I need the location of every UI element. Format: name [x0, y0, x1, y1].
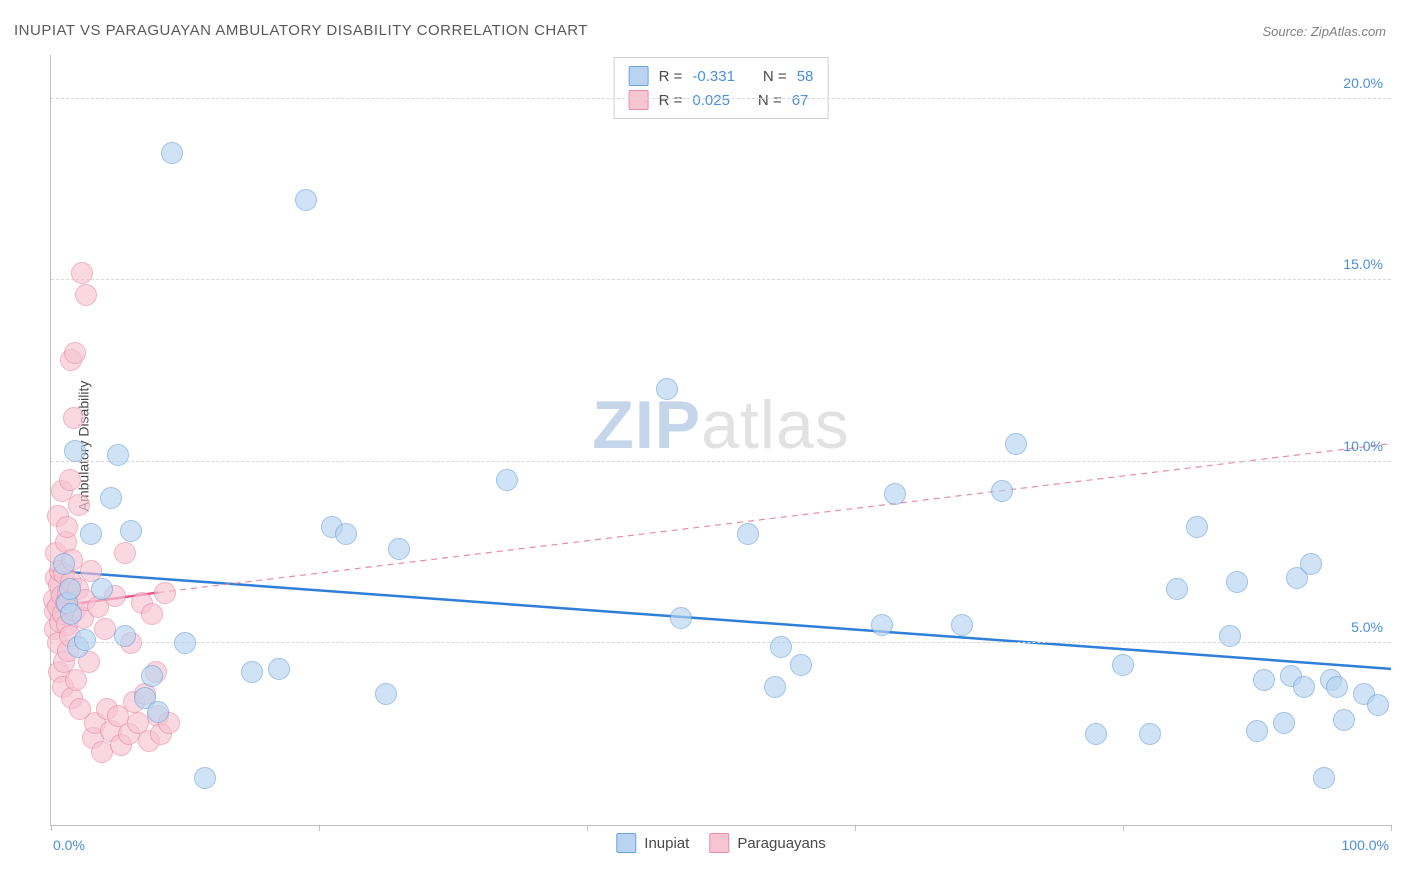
- scatter-point: [154, 582, 176, 604]
- scatter-point: [53, 553, 75, 575]
- scatter-point: [241, 661, 263, 683]
- x-tick: [1391, 825, 1392, 831]
- x-tick: [855, 825, 856, 831]
- scatter-point: [56, 516, 78, 538]
- legend-row-paraguayans: R = 0.025 N = 67: [629, 88, 814, 112]
- swatch-paraguayans: [629, 90, 649, 110]
- scatter-point: [147, 701, 169, 723]
- swatch-inupiat: [629, 66, 649, 86]
- scatter-point: [80, 523, 102, 545]
- scatter-point: [1186, 516, 1208, 538]
- legend-item-inupiat: Inupiat: [616, 833, 689, 853]
- scatter-point: [60, 603, 82, 625]
- scatter-point: [114, 625, 136, 647]
- plot-area: ZIPatlas R = -0.331 N = 58 R = 0.025 N =…: [50, 55, 1391, 826]
- scatter-point: [64, 440, 86, 462]
- scatter-point: [194, 767, 216, 789]
- scatter-point: [1166, 578, 1188, 600]
- scatter-point: [1112, 654, 1134, 676]
- scatter-point: [1326, 676, 1348, 698]
- scatter-point: [74, 629, 96, 651]
- scatter-point: [64, 342, 86, 364]
- chart-container: INUPIAT VS PARAGUAYAN AMBULATORY DISABIL…: [0, 0, 1406, 892]
- scatter-point: [1333, 709, 1355, 731]
- scatter-point: [71, 262, 93, 284]
- scatter-point: [161, 142, 183, 164]
- y-tick-label: 5.0%: [1351, 619, 1383, 635]
- scatter-point: [59, 578, 81, 600]
- scatter-point: [496, 469, 518, 491]
- gridline: [51, 279, 1391, 280]
- scatter-point: [75, 284, 97, 306]
- swatch-icon: [709, 833, 729, 853]
- scatter-point: [268, 658, 290, 680]
- scatter-point: [68, 494, 90, 516]
- trend-lines: [51, 55, 1391, 825]
- scatter-point: [335, 523, 357, 545]
- scatter-point: [1246, 720, 1268, 742]
- scatter-point: [174, 632, 196, 654]
- scatter-point: [94, 618, 116, 640]
- scatter-point: [1139, 723, 1161, 745]
- scatter-point: [1085, 723, 1107, 745]
- scatter-point: [871, 614, 893, 636]
- x-tick: [319, 825, 320, 831]
- scatter-point: [670, 607, 692, 629]
- legend-item-paraguayans: Paraguayans: [709, 833, 825, 853]
- x-tick-label-max: 100.0%: [1342, 837, 1389, 853]
- scatter-point: [107, 444, 129, 466]
- scatter-point: [120, 520, 142, 542]
- scatter-point: [1367, 694, 1389, 716]
- scatter-point: [91, 578, 113, 600]
- scatter-point: [656, 378, 678, 400]
- y-tick-label: 10.0%: [1343, 438, 1383, 454]
- watermark: ZIPatlas: [592, 386, 849, 464]
- scatter-point: [1313, 767, 1335, 789]
- scatter-point: [790, 654, 812, 676]
- correlation-legend: R = -0.331 N = 58 R = 0.025 N = 67: [614, 57, 829, 119]
- scatter-point: [141, 665, 163, 687]
- y-tick-label: 15.0%: [1343, 256, 1383, 272]
- scatter-point: [951, 614, 973, 636]
- y-tick-label: 20.0%: [1343, 75, 1383, 91]
- x-tick-label-min: 0.0%: [53, 837, 85, 853]
- legend-row-inupiat: R = -0.331 N = 58: [629, 64, 814, 88]
- scatter-point: [1300, 553, 1322, 575]
- scatter-point: [63, 407, 85, 429]
- gridline: [51, 642, 1391, 643]
- chart-title: INUPIAT VS PARAGUAYAN AMBULATORY DISABIL…: [14, 22, 588, 39]
- scatter-point: [764, 676, 786, 698]
- scatter-point: [1005, 433, 1027, 455]
- x-tick: [51, 825, 52, 831]
- scatter-point: [388, 538, 410, 560]
- gridline: [51, 98, 1391, 99]
- scatter-point: [1226, 571, 1248, 593]
- x-tick: [587, 825, 588, 831]
- scatter-point: [770, 636, 792, 658]
- scatter-point: [59, 469, 81, 491]
- series-legend: Inupiat Paraguayans: [616, 833, 825, 853]
- scatter-point: [884, 483, 906, 505]
- scatter-point: [375, 683, 397, 705]
- x-tick: [1123, 825, 1124, 831]
- scatter-point: [991, 480, 1013, 502]
- scatter-point: [141, 603, 163, 625]
- swatch-icon: [616, 833, 636, 853]
- scatter-point: [737, 523, 759, 545]
- gridline: [51, 461, 1391, 462]
- source-attribution: Source: ZipAtlas.com: [1262, 24, 1386, 39]
- scatter-point: [1219, 625, 1241, 647]
- scatter-point: [1253, 669, 1275, 691]
- scatter-point: [295, 189, 317, 211]
- scatter-point: [1293, 676, 1315, 698]
- scatter-point: [100, 487, 122, 509]
- scatter-point: [114, 542, 136, 564]
- scatter-point: [1273, 712, 1295, 734]
